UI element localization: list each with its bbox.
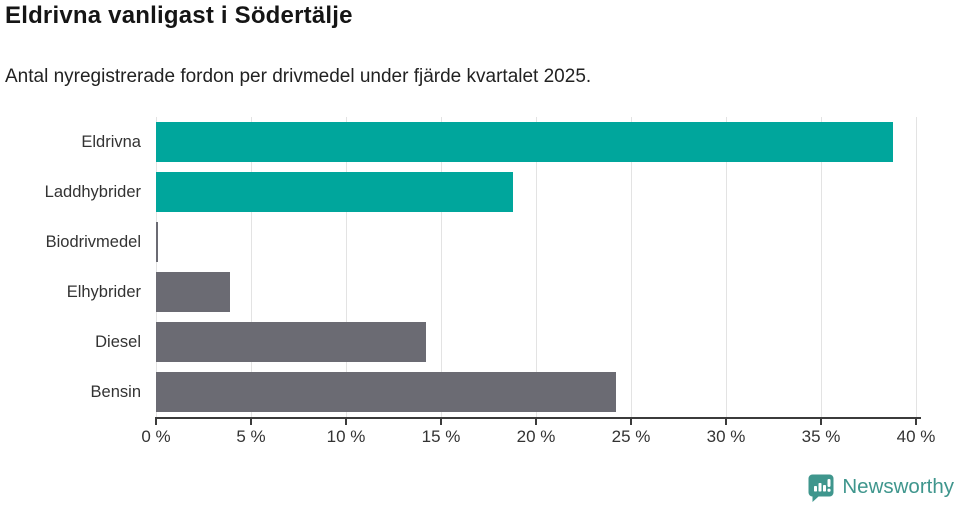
bar-biodrivmedel (156, 222, 158, 262)
category-label: Eldrivna (81, 132, 141, 151)
bar-row (156, 367, 916, 417)
gridline (916, 117, 917, 418)
gridline (536, 117, 537, 418)
x-axis-tick-label: 30 % (706, 427, 746, 446)
category-label: Bensin (90, 382, 141, 401)
category-labels-column: Eldrivna Laddhybrider Biodrivmedel Elhybrid… (0, 117, 141, 418)
x-axis-tick-label: 20 % (516, 427, 556, 446)
category-label: Elhybrider (66, 282, 141, 301)
bar-chart: Eldrivna Laddhybrider Biodrivmedel Elhybrid… (0, 117, 936, 446)
gridline (631, 117, 632, 418)
gridline (726, 117, 727, 418)
x-axis-tick-label: 25 % (611, 427, 651, 446)
gridline (346, 117, 347, 418)
x-axis-tick (250, 419, 252, 425)
bar-diesel (156, 322, 426, 362)
x-axis-tick-label: 40 % (896, 427, 936, 446)
gridline (441, 117, 442, 418)
x-axis-line (155, 417, 921, 419)
gridline (251, 117, 252, 418)
bar-row (156, 167, 916, 217)
x-axis-tick (630, 419, 632, 425)
x-axis-tick (440, 419, 442, 425)
x-axis-tick (345, 419, 347, 425)
x-axis-tick-label: 15 % (421, 427, 461, 446)
x-axis-tick (820, 419, 822, 425)
newsworthy-logo-icon (807, 473, 835, 502)
plot-area (156, 117, 917, 418)
x-axis-tick (155, 419, 157, 425)
category-label: Biodrivmedel (45, 232, 141, 251)
bar-row (156, 317, 916, 367)
x-axis-tick-label: 5 % (236, 427, 266, 446)
bar-row (156, 217, 916, 267)
x-axis-tick (535, 419, 537, 425)
gridline (821, 117, 822, 418)
bar-elhybrider (156, 272, 231, 312)
gridline (156, 117, 157, 418)
category-label: Diesel (95, 332, 141, 351)
x-axis-tick-label: 10 % (326, 427, 366, 446)
newsworthy-brand-label: Newsworthy (842, 475, 954, 498)
bar-row (156, 117, 916, 167)
x-axis-tick-label: 0 % (141, 427, 171, 446)
x-axis-tick (725, 419, 727, 425)
category-label: Laddhybrider (44, 182, 141, 201)
chart-title: Eldrivna vanligast i Södertälje (5, 2, 353, 29)
bar-row (156, 267, 916, 317)
newsworthy-brand-link[interactable]: Newsworthy (807, 472, 954, 502)
chart-subtitle: Antal nyregistrerade fordon per drivmede… (5, 66, 592, 87)
x-axis-tick-label: 35 % (801, 427, 841, 446)
bar-laddhybrider (156, 172, 514, 212)
bar-bensin (156, 372, 616, 412)
bar-eldrivna (156, 122, 894, 162)
x-axis-tick (915, 419, 917, 425)
